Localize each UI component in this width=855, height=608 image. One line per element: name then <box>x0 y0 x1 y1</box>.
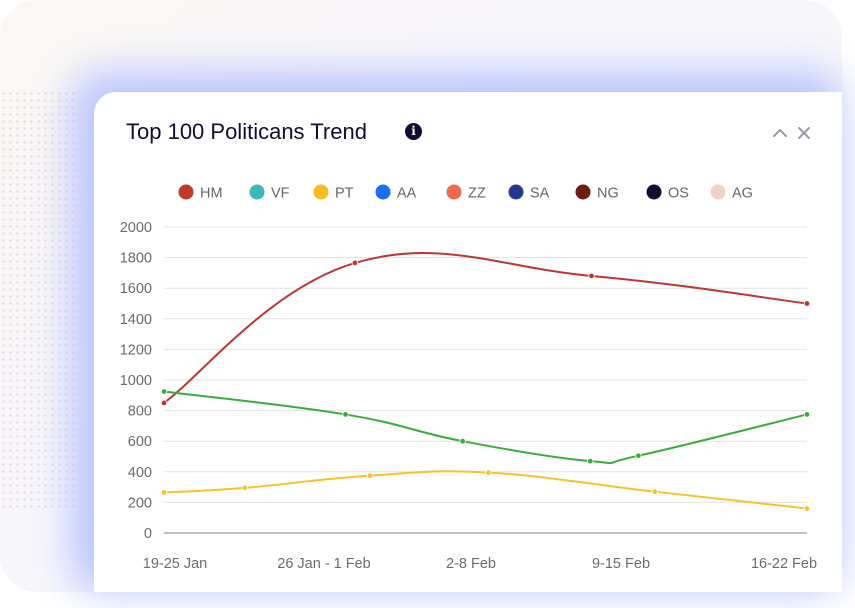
x-tick-label: 9-15 Feb <box>592 556 650 572</box>
legend-item-pt: PT <box>313 184 354 202</box>
legend-label: SA <box>530 186 550 202</box>
x-tick-label: 16-22 Feb <box>751 556 817 572</box>
x-tick-label: 2-8 Feb <box>446 556 496 572</box>
y-tick-label: 600 <box>128 434 152 450</box>
data-point <box>241 484 249 492</box>
y-tick-label: 1600 <box>120 281 152 297</box>
dot-pattern-decoration <box>0 90 80 510</box>
series-line-0 <box>163 252 808 404</box>
data-point <box>635 452 642 459</box>
data-point <box>160 399 168 407</box>
legend-label: PT <box>335 186 354 202</box>
legend-swatch <box>249 184 265 200</box>
legend-swatch <box>710 184 726 200</box>
y-tick-label: 800 <box>128 404 152 420</box>
series-line-2 <box>163 470 808 510</box>
legend-swatch <box>575 184 591 200</box>
y-tick-label: 200 <box>128 495 152 511</box>
y-tick-label: 0 <box>144 526 152 542</box>
legend-swatch <box>178 184 194 200</box>
legend-label: OS <box>668 186 689 202</box>
legend-item-ng: NG <box>575 184 619 202</box>
data-point <box>803 505 811 512</box>
legend-label: HM <box>200 186 223 202</box>
x-tick-label: 26 Jan - 1 Feb <box>277 556 371 572</box>
legend-label: VF <box>271 186 290 202</box>
y-tick-label: 1800 <box>120 251 152 267</box>
series-line-1 <box>163 390 808 465</box>
chevron-up-icon[interactable] <box>772 125 788 141</box>
legend-item-sa: SA <box>508 184 550 202</box>
data-point <box>588 272 595 280</box>
legend-item-zz: ZZ <box>446 184 486 202</box>
data-point <box>485 469 492 476</box>
y-tick-label: 2000 <box>120 220 152 236</box>
line-chart: HM VF PT AA ZZ SA NG OS AG 0 200 400 600 800 1000 1200 1… <box>120 184 817 572</box>
legend-item-os: OS <box>646 184 689 202</box>
legend-label: ZZ <box>468 186 486 202</box>
x-tick-label: 19-25 Jan <box>143 556 208 572</box>
close-icon[interactable] <box>796 125 812 141</box>
data-point <box>160 388 168 395</box>
legend-item-ag: AG <box>710 184 753 202</box>
info-icon[interactable]: i <box>405 123 422 140</box>
data-point <box>342 411 349 418</box>
y-tick-label: 400 <box>128 465 152 481</box>
y-tick-label: 1200 <box>120 342 152 358</box>
legend-swatch <box>508 184 524 200</box>
legend-swatch <box>313 184 329 200</box>
legend-item-aa: AA <box>375 184 417 202</box>
data-point <box>366 472 374 479</box>
legend-swatch <box>375 184 391 200</box>
legend-swatch <box>446 184 462 200</box>
data-point <box>587 457 594 465</box>
legend-item-hm: HM <box>178 184 223 202</box>
widget-title: Top 100 Politicans Trend <box>126 119 367 144</box>
data-point <box>459 438 466 445</box>
legend-swatch <box>646 184 662 200</box>
legend-label: AA <box>397 186 417 202</box>
legend-label: AG <box>732 186 753 202</box>
data-point <box>803 411 811 418</box>
data-point <box>803 300 811 307</box>
data-point <box>351 259 359 267</box>
legend-item-vf: VF <box>249 184 290 202</box>
legend-label: NG <box>597 186 619 202</box>
data-point <box>160 489 168 496</box>
y-tick-label: 1000 <box>120 373 152 389</box>
data-point <box>651 488 658 495</box>
trend-widget: Top 100 Politicans Trend i HM VF PT AA ZZ SA N… <box>94 92 842 592</box>
y-tick-label: 1400 <box>120 312 152 328</box>
